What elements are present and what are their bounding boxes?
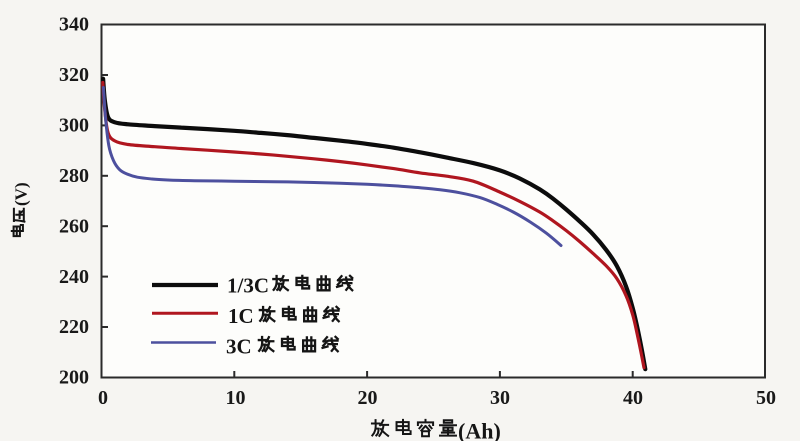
svg-text:320: 320 — [59, 64, 89, 86]
svg-text:1C: 1C — [228, 304, 254, 328]
svg-text:3C: 3C — [226, 334, 252, 358]
svg-text:40: 40 — [623, 387, 643, 409]
svg-text:50: 50 — [756, 387, 776, 409]
svg-text:240: 240 — [59, 266, 89, 288]
svg-text:30: 30 — [490, 387, 510, 409]
svg-text:0: 0 — [98, 387, 108, 409]
svg-text:260: 260 — [59, 215, 89, 237]
svg-text:10: 10 — [226, 387, 246, 409]
svg-text:(Ah): (Ah) — [458, 419, 501, 441]
svg-text:20: 20 — [358, 387, 378, 409]
svg-text:340: 340 — [59, 14, 89, 36]
svg-text:300: 300 — [59, 115, 89, 137]
svg-text:280: 280 — [59, 165, 89, 187]
svg-text:220: 220 — [59, 316, 89, 338]
svg-text:(V): (V) — [12, 182, 31, 206]
svg-text:200: 200 — [59, 367, 89, 389]
svg-text:1/3C: 1/3C — [227, 274, 269, 298]
